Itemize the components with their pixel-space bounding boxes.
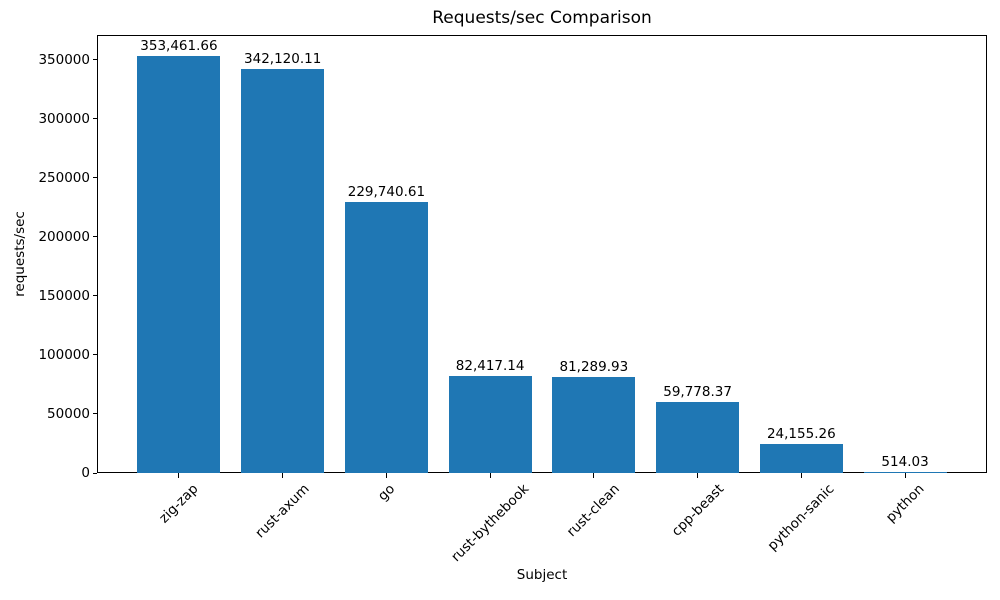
bar-rust-clean	[552, 377, 636, 473]
y-tick-label: 50000	[47, 405, 90, 422]
bar-python	[863, 472, 947, 473]
x-tick-label-go: go	[374, 481, 398, 505]
y-tick	[92, 177, 97, 179]
x-tick	[800, 473, 802, 478]
x-tick-label-python-sanic: python-sanic	[764, 481, 838, 554]
y-tick-label: 150000	[38, 287, 90, 304]
x-axis-label: Subject	[516, 567, 568, 583]
y-tick-label: 350000	[38, 51, 90, 68]
y-tick	[92, 236, 97, 238]
bar-value-label: 82,417.14	[455, 357, 525, 374]
bar-value-label: 514.03	[881, 454, 929, 471]
x-tick	[489, 473, 491, 478]
x-tick-label-zig-zap: zig-zap	[156, 481, 202, 527]
bar-value-label: 59,778.37	[663, 384, 732, 401]
y-tick-label: 0	[81, 465, 90, 481]
y-tick	[92, 413, 97, 415]
x-tick	[282, 473, 284, 478]
x-tick-label-rust-axum: rust-axum	[252, 481, 314, 542]
bar-rust-bythebook	[448, 375, 532, 473]
y-tick	[92, 472, 97, 474]
y-tick	[92, 295, 97, 297]
bar-zig-zap	[137, 55, 221, 473]
x-tick	[697, 473, 699, 478]
x-tick-label-rust-clean: rust-clean	[564, 481, 624, 541]
y-tick	[92, 118, 97, 120]
chart-title: Requests/sec Comparison	[432, 8, 652, 28]
bar-rust-axum	[241, 69, 325, 473]
bar-value-label: 229,740.61	[347, 183, 426, 200]
bar-go	[344, 201, 428, 473]
y-tick-label: 100000	[38, 346, 90, 363]
y-tick	[92, 59, 97, 61]
bar-cpp-beast	[656, 402, 740, 473]
y-tick-label: 250000	[38, 169, 90, 186]
x-tick	[178, 473, 180, 478]
y-axis-label: requests/sec	[12, 211, 28, 297]
x-tick-label-rust-bythebook: rust-bythebook	[448, 481, 533, 566]
bar-value-label: 353,461.66	[140, 37, 218, 54]
bar-value-label: 342,120.11	[244, 51, 322, 68]
bar-value-label: 24,155.26	[766, 426, 836, 443]
x-tick	[593, 473, 595, 478]
x-tick-label-cpp-beast: cpp-beast	[668, 481, 727, 540]
y-tick-label: 300000	[38, 110, 90, 127]
x-tick-label-python: python	[882, 481, 928, 526]
bar-value-label: 81,289.93	[559, 359, 629, 376]
x-tick	[385, 473, 387, 478]
bar-python-sanic	[759, 444, 843, 473]
y-tick	[92, 354, 97, 356]
plot-area	[97, 35, 987, 473]
y-tick-label: 200000	[38, 228, 90, 245]
x-tick	[904, 473, 906, 478]
